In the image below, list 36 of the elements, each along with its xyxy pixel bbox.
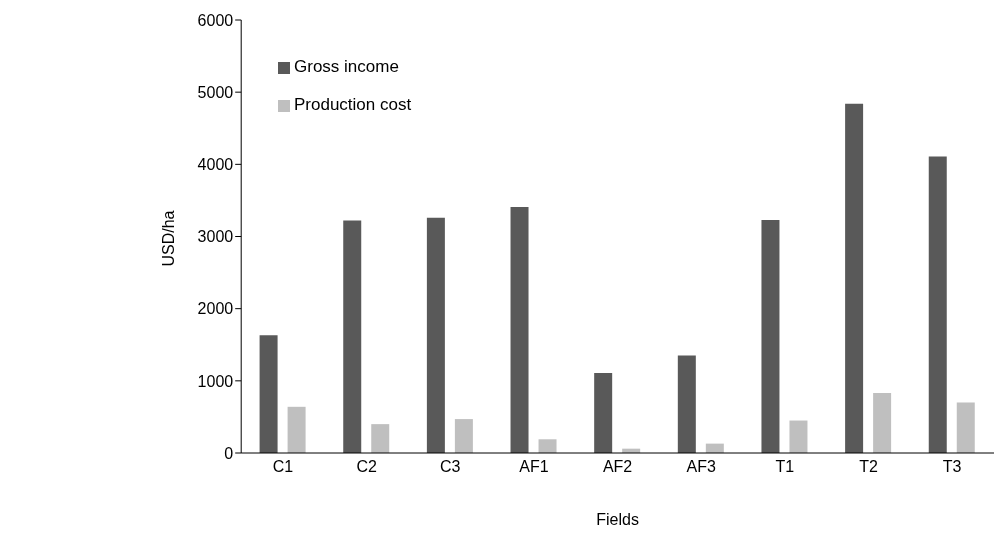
bar — [956, 402, 975, 453]
bar — [594, 372, 613, 453]
x-tick-label: C2 — [356, 458, 377, 476]
bar — [677, 355, 696, 453]
y-tick-label: 1000 — [197, 372, 234, 390]
x-tick-label: AF3 — [686, 458, 717, 476]
bar — [426, 217, 445, 453]
y-tick-label: 6000 — [197, 11, 234, 29]
bar — [761, 219, 780, 453]
bar — [538, 439, 557, 453]
legend-label: Gross income — [294, 57, 399, 76]
x-tick-label: AF2 — [602, 458, 633, 476]
y-tick-label: 4000 — [197, 156, 234, 174]
bar — [454, 419, 473, 453]
bar — [789, 420, 808, 453]
x-tick-label: AF1 — [519, 458, 549, 476]
bar — [873, 393, 892, 453]
y-tick-label: 5000 — [197, 83, 234, 101]
y-axis-title: USD/ha — [159, 210, 177, 267]
x-tick-label: C3 — [440, 458, 461, 476]
x-tick-label: T1 — [775, 458, 795, 476]
bar — [343, 220, 362, 453]
bar — [928, 156, 947, 453]
y-tick-label: 3000 — [197, 228, 234, 246]
x-tick-label: C1 — [272, 458, 294, 476]
x-tick-label: T2 — [859, 458, 878, 476]
bar — [259, 335, 278, 453]
bar — [287, 406, 306, 453]
x-tick-label: T3 — [942, 458, 962, 476]
bar — [510, 206, 529, 453]
y-tick-label: 2000 — [197, 300, 234, 318]
x-axis-title: Fields — [596, 511, 639, 528]
y-tick-label: 0 — [224, 444, 234, 462]
bar — [371, 424, 390, 453]
bar — [845, 103, 864, 453]
legend-label: Production cost — [294, 95, 412, 114]
